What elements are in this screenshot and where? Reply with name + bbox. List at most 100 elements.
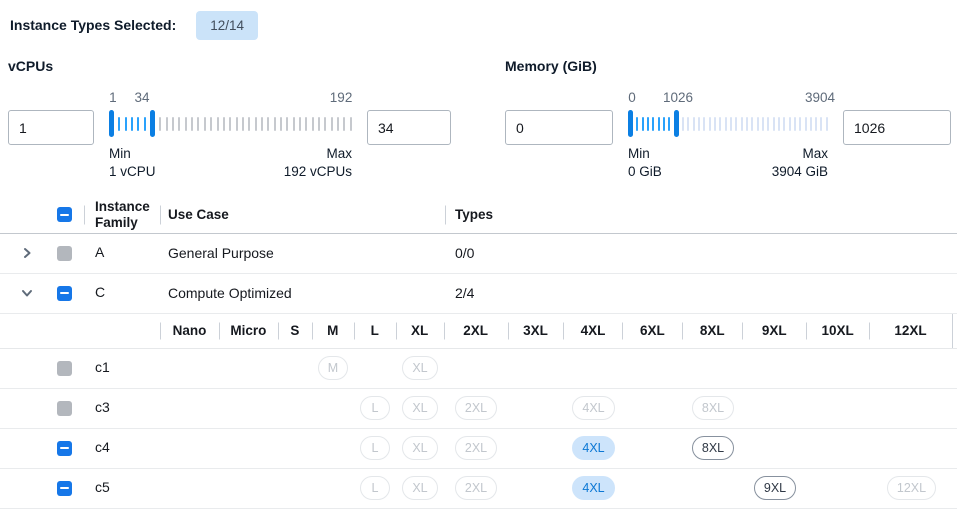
size-chip[interactable]: 4XL	[572, 436, 615, 461]
instance-name: c1	[95, 358, 110, 375]
slider-max-handle[interactable]	[150, 110, 156, 137]
slider-tick	[735, 116, 738, 131]
slider-tick	[751, 116, 754, 131]
size-cell	[623, 429, 683, 468]
size-cell: L	[354, 469, 396, 508]
slider-tick	[279, 116, 282, 131]
types-column-header: Types	[445, 207, 957, 222]
size-column-label: XL	[411, 323, 429, 339]
expander-cell[interactable]	[0, 286, 48, 300]
slider-tick	[657, 116, 660, 131]
family-name: A	[95, 243, 105, 260]
vcpus-slider: 1 34 192 Min 1 vCPU Max 192 vCPUs	[109, 90, 352, 181]
size-chip: XL	[402, 356, 438, 381]
instance-row: c5 L XL 2XL 4XL 9XL 12XL	[0, 469, 957, 509]
table-header-row: Instance Family Use Case Types	[0, 197, 957, 234]
size-cell	[160, 349, 219, 388]
size-cell: 4XL	[564, 469, 623, 508]
slider-tick	[708, 116, 711, 131]
slider-min-handle[interactable]	[628, 110, 633, 137]
family-row: A General Purpose 0/0	[0, 234, 957, 274]
slider-tick	[343, 116, 346, 131]
slider-tick-label: 1026	[662, 90, 694, 105]
size-column-label: 10XL	[821, 323, 854, 339]
slider-tick	[118, 116, 121, 131]
instance-checkbox[interactable]	[57, 440, 72, 456]
memory-title: Memory (GiB)	[505, 58, 597, 74]
slider-tick	[662, 116, 665, 131]
slider-min-handle[interactable]	[109, 110, 114, 137]
size-column-label: Nano	[172, 323, 207, 339]
size-column-label: 9XL	[761, 323, 787, 339]
slider-tick	[740, 116, 743, 131]
size-cell: L	[354, 314, 396, 348]
size-chip[interactable]: 8XL	[691, 436, 735, 461]
memory-max-input[interactable]	[843, 110, 951, 145]
slider-tick	[772, 116, 775, 131]
size-column-label: Micro	[230, 323, 267, 339]
instance-family-column-header: Instance Family	[84, 199, 160, 230]
size-cell	[312, 469, 354, 508]
size-cell	[870, 349, 953, 388]
slider-tick	[235, 116, 238, 131]
size-column-label: S	[290, 323, 300, 339]
slider-tick-label: 34	[134, 90, 150, 105]
size-cell: 3XL	[508, 314, 564, 348]
size-cell	[508, 389, 564, 428]
slider-tick	[248, 116, 251, 131]
slider-tick	[815, 116, 818, 131]
table-body: A General Purpose 0/0 C Compute Optimized 2/4…	[0, 234, 957, 509]
size-cell	[807, 349, 870, 388]
use-case-column-header: Use Case	[160, 207, 445, 222]
size-cell	[807, 389, 870, 428]
filters-section: vCPUs 1 34 192 Min 1 vCPU Max 192 vCPUs	[0, 58, 957, 181]
size-cell	[278, 349, 312, 388]
memory-max-caption: Max 3904 GiB	[771, 146, 828, 179]
vcpus-slider-labels: 1 34 192	[109, 90, 352, 110]
slider-tick	[292, 116, 295, 131]
slider-tick	[646, 116, 649, 131]
slider-tick-label: 192	[329, 90, 353, 105]
slider-tick-label: 1	[109, 90, 117, 105]
use-case-cell: Compute Optimized	[168, 285, 292, 302]
size-header-row: Nano Micro S M L XL 2XL 3XL 4XL 6XL 8XL 9XL 10XL 12XL	[0, 313, 957, 349]
checkbox-cell	[48, 245, 84, 261]
slider-tick	[210, 116, 213, 131]
size-chip: 2XL	[454, 396, 498, 421]
select-all-checkbox[interactable]	[57, 207, 72, 223]
size-cell: S	[278, 314, 312, 348]
size-chip[interactable]: 4XL	[572, 476, 615, 501]
slider-tick	[756, 116, 759, 131]
size-cell	[564, 349, 623, 388]
size-chip[interactable]: 9XL	[753, 476, 797, 501]
size-chip: 2XL	[454, 476, 498, 501]
sizes-region: M XL	[160, 349, 953, 388]
slider-tick	[799, 116, 802, 131]
instance-row: c1 M XL	[0, 349, 957, 389]
size-cell: 4XL	[564, 389, 623, 428]
size-cell	[312, 429, 354, 468]
family-row: C Compute Optimized 2/4	[0, 274, 957, 314]
size-cell	[160, 429, 219, 468]
size-cell: XL	[396, 469, 444, 508]
slider-tick	[713, 116, 716, 131]
memory-slider-track	[628, 110, 828, 137]
slider-tick	[305, 116, 308, 131]
memory-slider-labels: 0 1026 3904	[628, 90, 835, 110]
size-cell	[743, 349, 807, 388]
size-cell	[870, 389, 953, 428]
size-cell: 8XL	[682, 314, 742, 348]
vcpus-min-input[interactable]	[8, 110, 94, 145]
expander-cell[interactable]	[0, 246, 48, 260]
slider-tick	[729, 116, 732, 131]
family-checkbox[interactable]	[57, 285, 72, 301]
slider-max-handle[interactable]	[673, 110, 679, 137]
instance-checkbox[interactable]	[57, 480, 72, 496]
sizes-region: Nano Micro S M L XL 2XL 3XL 4XL 6XL 8XL 9XL 10XL 12XL	[160, 313, 953, 348]
slider-tick	[804, 116, 807, 131]
size-cell: 8XL	[683, 429, 743, 468]
memory-min-input[interactable]	[505, 110, 613, 145]
vcpus-max-input[interactable]	[367, 110, 451, 145]
instance-checkbox	[57, 400, 72, 416]
vcpus-max-caption: Max 192 vCPUs	[283, 146, 352, 179]
